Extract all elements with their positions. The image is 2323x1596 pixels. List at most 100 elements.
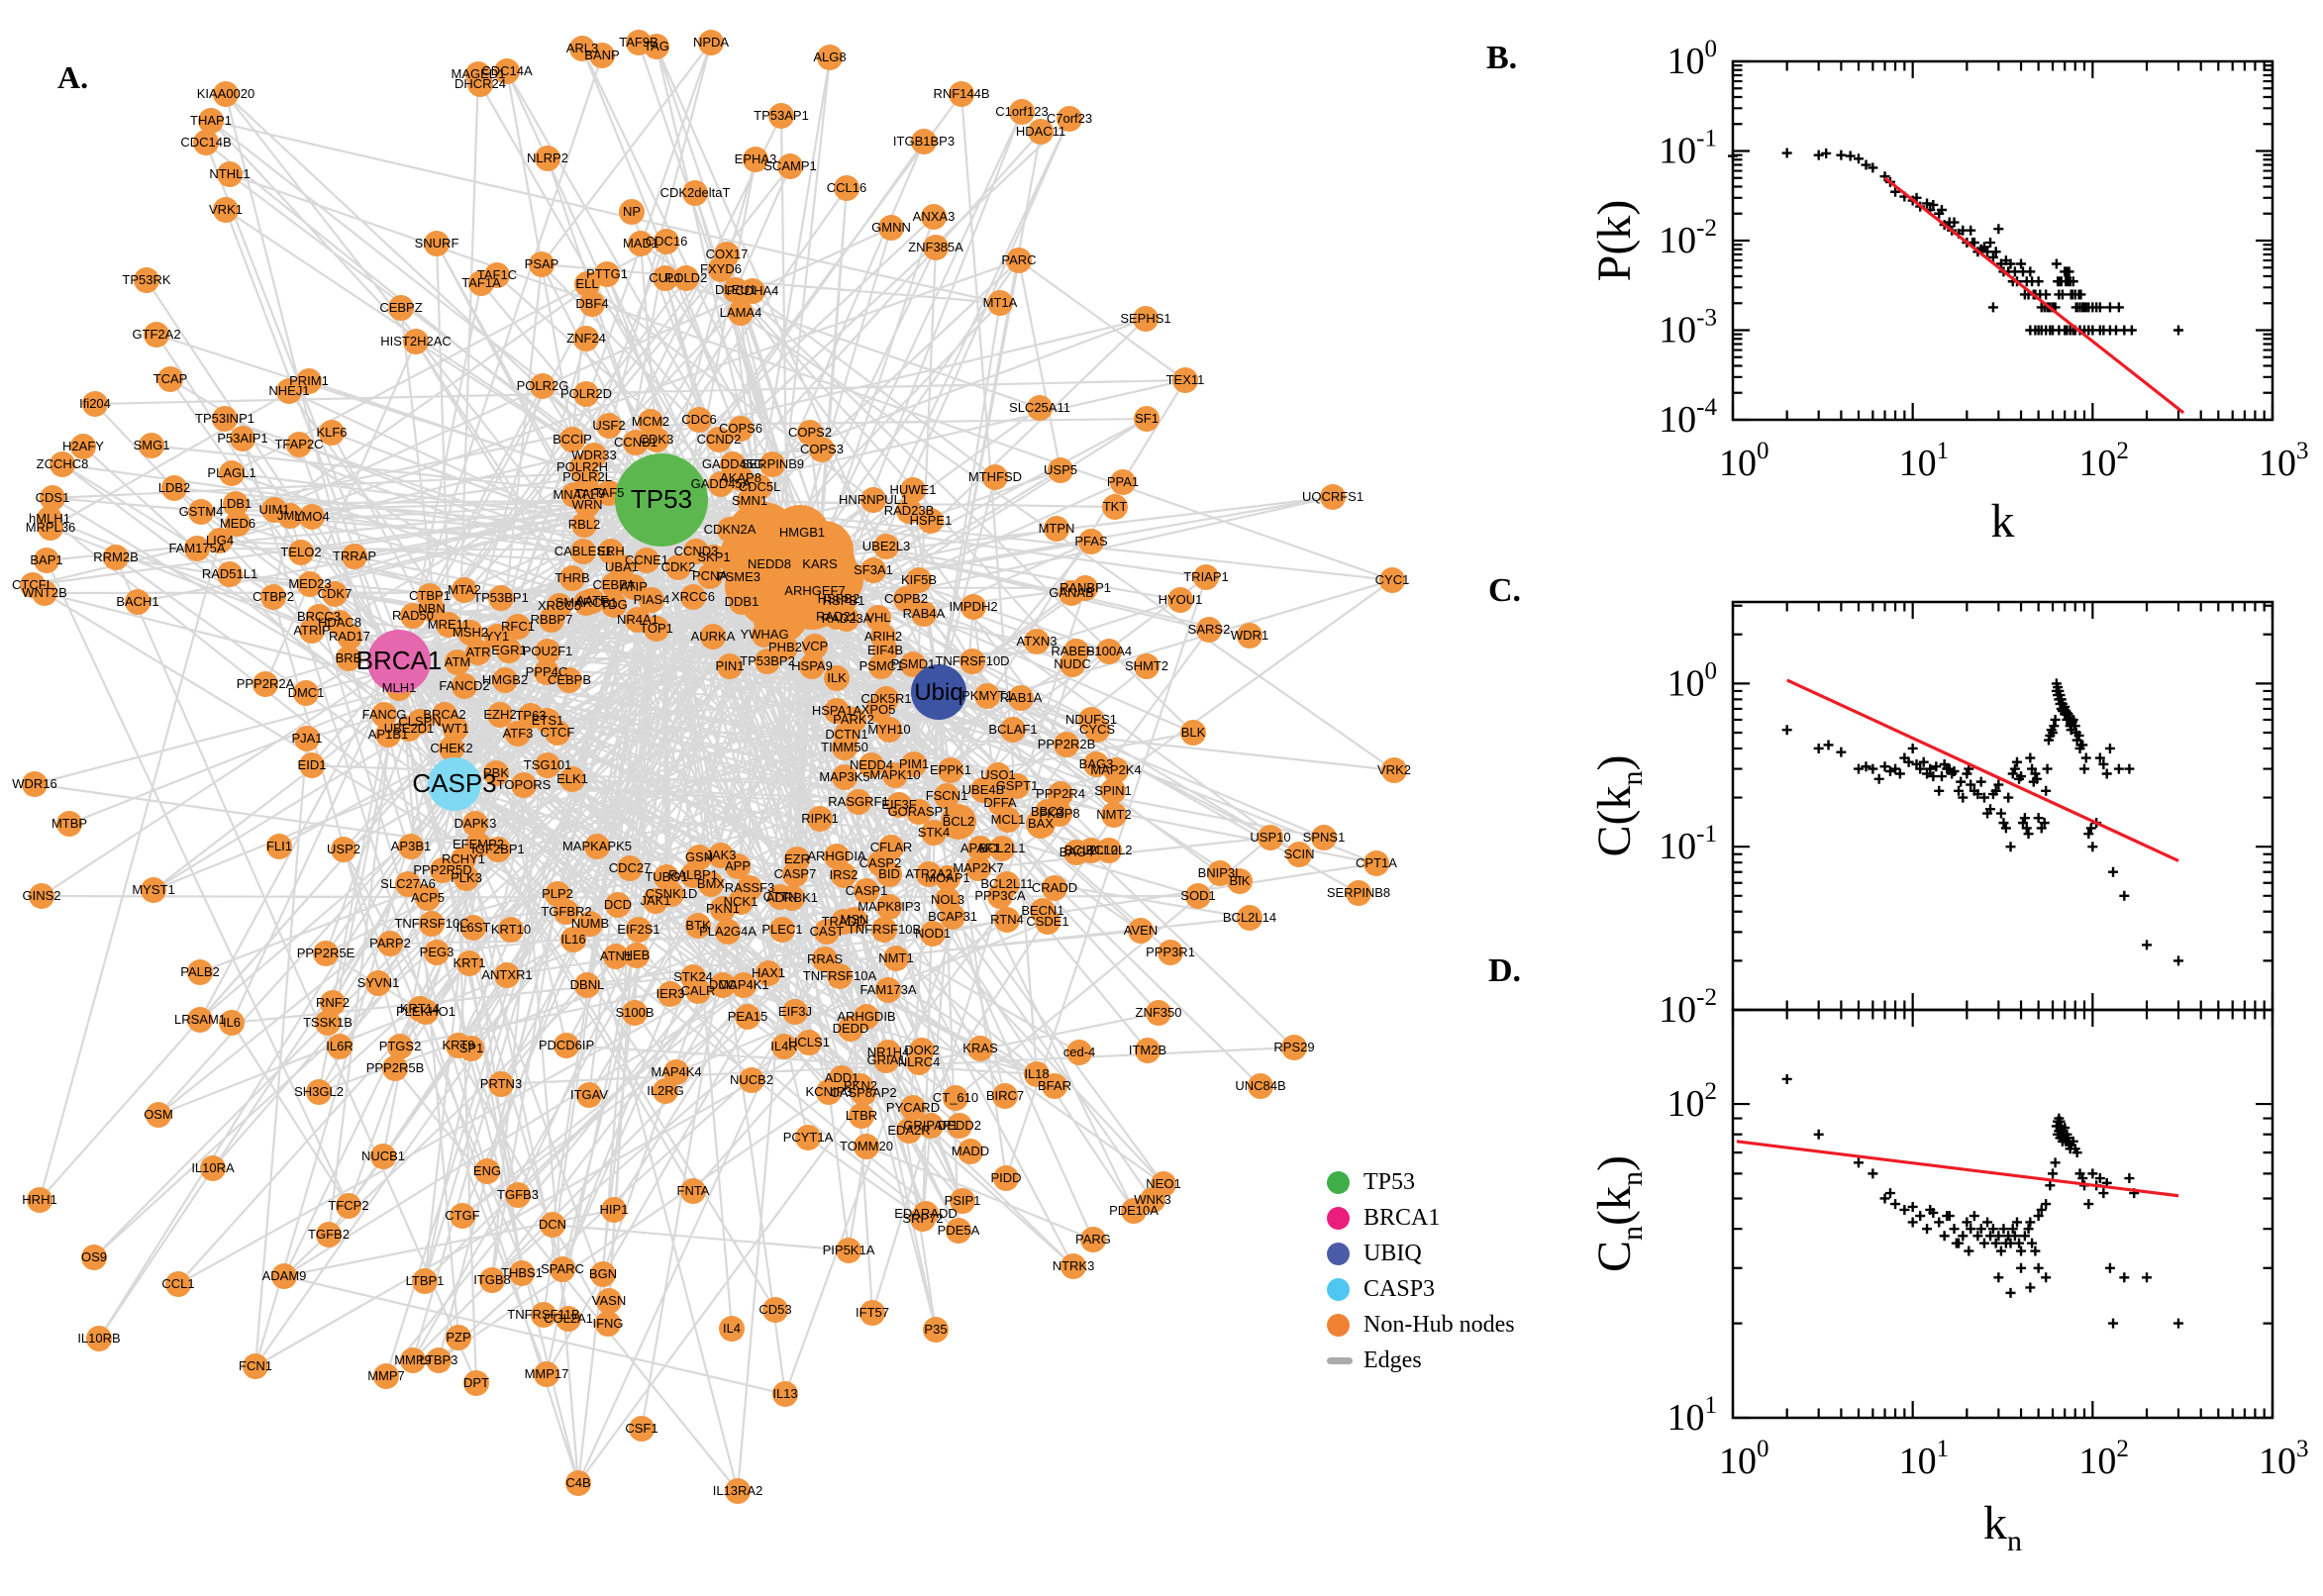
network-node-label: THRB (555, 570, 589, 585)
casp3-swatch-icon (1327, 1277, 1350, 1301)
network-node-label: UBE4B (962, 782, 1005, 797)
network-node-label: PCDHA4 (727, 283, 779, 298)
network-node-label: TAF1A (461, 275, 501, 290)
network-node (395, 871, 421, 897)
network-node (569, 36, 595, 61)
network-graph: KIAA0020 THAP1 CDC14B NTHL1 VRK1 TP53RK GTF2A2… (12, 30, 1411, 1504)
network-node (316, 1222, 342, 1247)
network-node (584, 834, 610, 859)
legend-item-nonhub: Non-Hub nodes (1327, 1307, 1515, 1343)
network-node-label: TNFRSF10D (935, 653, 1009, 668)
network-node (589, 43, 615, 68)
network-node (900, 477, 926, 503)
network-node-label: DBF4 (575, 296, 608, 311)
ubiq-swatch-icon (1327, 1242, 1350, 1265)
network-node-label: BCL2L10 (1064, 843, 1118, 857)
network-node (1057, 106, 1082, 132)
network-node (1196, 617, 1222, 643)
network-node-label: PIM1 (899, 756, 929, 771)
network-node-label: SMG1 (134, 438, 170, 452)
network-node-label: CPT1A (1356, 855, 1397, 870)
network-hub-node (367, 630, 431, 693)
network-node-label: PDE10A (1109, 1203, 1159, 1218)
network-node-label: IGF2BP1 (471, 842, 524, 856)
network-node-label: MRE11 (428, 617, 469, 632)
network-node-label: BCL2L1 (979, 841, 1026, 855)
network-node-label: PPP3CA (974, 888, 1026, 903)
network-node (412, 1268, 438, 1294)
network-node (943, 1085, 968, 1111)
network-node (1311, 825, 1337, 850)
network-node-label: IMPDH2 (949, 599, 997, 614)
network-node (1258, 825, 1283, 850)
network-node-label: STK4 (918, 825, 951, 840)
network-node-label: WRN (571, 497, 602, 512)
network-node (634, 548, 659, 573)
network-node-label: SERPINB9 (741, 456, 804, 471)
axis-tick-label: 100 (1667, 657, 1718, 704)
network-node-label: KCNIP3 (806, 1084, 853, 1099)
network-node-label: PYCARD (886, 1100, 940, 1115)
network-node-label: Ifi204 (79, 396, 111, 411)
network-node (1121, 1198, 1147, 1224)
network-node-label: FAM173A (859, 982, 916, 997)
network-node-label: HDAC11 (1016, 124, 1065, 139)
network-node-label: IL6 (223, 1015, 241, 1030)
network-node-label: HAX1 (752, 965, 785, 980)
network-node (125, 589, 151, 615)
network-node-label: ERH (597, 544, 624, 558)
network-node-label: TDG (600, 597, 627, 612)
network-node (876, 861, 902, 887)
legend-label: BRCA1 (1364, 1204, 1441, 1231)
network-node-label: CCND3 (674, 544, 719, 558)
axis-tick-label: 10-2 (1659, 215, 1717, 261)
network-node (782, 861, 808, 887)
network-node-label: ENG (473, 1163, 501, 1178)
network-node-label: BANP (584, 48, 619, 62)
network-node-label: CTBP1 (409, 588, 451, 603)
network-node-label: TOP1 (640, 621, 673, 636)
network-node-label: EIF4B (867, 643, 903, 657)
network-node (644, 34, 669, 59)
network-node-label: IL4 (723, 1321, 741, 1336)
network-hub-label: CASP3 (412, 768, 496, 798)
network-node (960, 648, 985, 674)
axis-tick-label: 100 (1667, 36, 1718, 82)
network-node-label: MCM2 (632, 414, 669, 429)
network-node-label: UBE2L3 (862, 539, 910, 553)
network-node-label: ADAM9 (262, 1268, 307, 1283)
network-node (445, 649, 470, 675)
network-node-label: SH3GL2 (294, 1084, 344, 1099)
network-node-label: NHEJ1 (268, 383, 309, 398)
network-node-label: RASGRF1 (828, 794, 888, 809)
network-node-label: BGN (589, 1266, 617, 1281)
network-node-label: AATF (576, 593, 608, 608)
network-node-label: PPP3R1 (1146, 945, 1195, 959)
network-node-label: HRH1 (22, 1192, 56, 1207)
network-node-label: WNK3 (1134, 1192, 1171, 1207)
network-node (838, 1016, 863, 1042)
network-node (1379, 567, 1405, 593)
network-node-label: BRCC3 (297, 609, 341, 624)
network-node (457, 620, 483, 646)
network-node-label: S100A4 (1086, 644, 1132, 658)
network-node (400, 1347, 426, 1373)
network-node (419, 596, 445, 622)
network-node (876, 717, 902, 743)
network-node (729, 589, 755, 615)
network-node (535, 639, 560, 664)
network-node (336, 1193, 361, 1219)
network-node (531, 1302, 556, 1328)
network-node (860, 487, 886, 513)
network-node-label: VRK2 (1377, 762, 1411, 777)
network-node-label: HSPB2 (818, 591, 860, 606)
network-node-label: NBN (418, 601, 445, 616)
network-node-label: BIK (1230, 873, 1251, 888)
network-node-label: COPS3 (800, 442, 844, 456)
network-node-label: POLR2H (556, 459, 608, 474)
network-node-label: RIPK1 (801, 811, 839, 826)
network-hub-label: Ubiq (914, 679, 962, 706)
network-node-label: PFAS (1074, 534, 1108, 549)
network-node (573, 381, 599, 407)
network-node (463, 1370, 489, 1396)
